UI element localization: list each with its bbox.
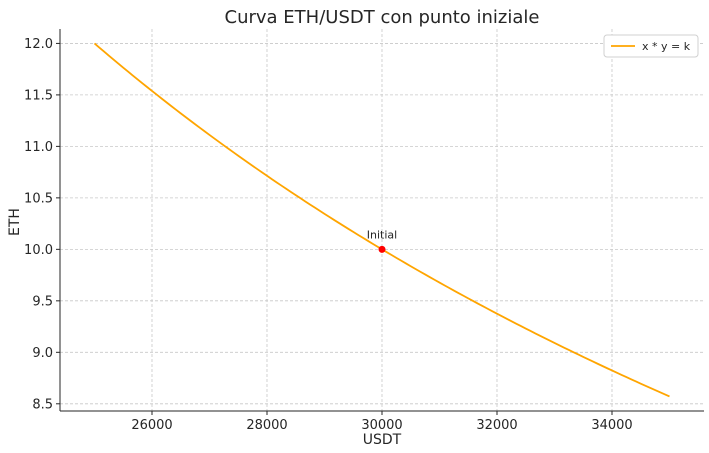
y-tick-label: 12.0 [24, 37, 53, 52]
grid [60, 29, 704, 411]
x-tick-label: 28000 [246, 418, 287, 433]
points-layer: Initial [367, 228, 397, 253]
x-axis-label: USDT [363, 432, 402, 448]
initial-point [378, 245, 386, 253]
y-tick-label: 11.0 [24, 140, 53, 155]
x-tick-label: 26000 [131, 418, 172, 433]
legend-box [603, 34, 699, 58]
y-axis-ticks: 8.5 9.0 9.5 10.0 10.5 11.0 11.5 12.0 [24, 37, 60, 412]
y-tick-label: 10.5 [24, 191, 53, 206]
x-tick-label: 32000 [476, 418, 517, 433]
x-axis-ticks: 26000 28000 30000 32000 34000 [131, 411, 633, 433]
y-tick-label: 9.5 [32, 294, 53, 309]
y-tick-label: 11.5 [24, 88, 53, 103]
x-tick-label: 34000 [591, 418, 632, 433]
y-tick-label: 9.0 [32, 346, 53, 361]
y-axis-label: ETH [7, 208, 23, 236]
point-annotation: Initial [367, 228, 397, 241]
legend: x * y = k [603, 34, 699, 58]
chart-title: Curva ETH/USDT con punto iniziale [225, 7, 540, 28]
x-tick-label: 30000 [361, 418, 402, 433]
legend-label: x * y = k [642, 40, 691, 53]
y-tick-label: 10.0 [24, 243, 53, 258]
y-tick-label: 8.5 [32, 397, 53, 412]
